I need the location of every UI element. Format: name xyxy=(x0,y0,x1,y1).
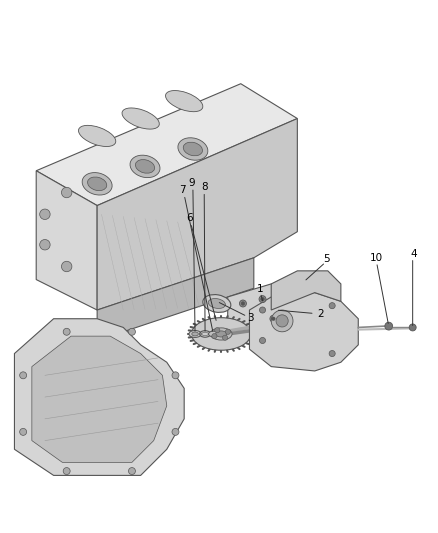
Circle shape xyxy=(40,239,50,250)
Circle shape xyxy=(223,335,228,341)
Circle shape xyxy=(270,315,277,322)
Circle shape xyxy=(409,324,416,331)
Circle shape xyxy=(259,337,265,344)
Text: 10: 10 xyxy=(370,253,383,263)
Ellipse shape xyxy=(210,328,232,340)
Text: 7: 7 xyxy=(179,185,186,195)
Circle shape xyxy=(61,187,72,198)
Circle shape xyxy=(212,334,217,339)
Polygon shape xyxy=(14,319,184,475)
Circle shape xyxy=(172,429,179,435)
Polygon shape xyxy=(97,118,297,310)
Circle shape xyxy=(329,351,335,357)
Text: 2: 2 xyxy=(317,309,324,319)
Polygon shape xyxy=(228,284,280,341)
Ellipse shape xyxy=(183,142,202,156)
Circle shape xyxy=(241,302,245,305)
Ellipse shape xyxy=(166,91,203,112)
Circle shape xyxy=(259,296,266,303)
Ellipse shape xyxy=(78,125,116,147)
Circle shape xyxy=(128,467,135,474)
Circle shape xyxy=(261,297,264,301)
Polygon shape xyxy=(250,293,358,371)
Ellipse shape xyxy=(203,295,231,312)
Polygon shape xyxy=(36,171,97,310)
Text: 1: 1 xyxy=(257,284,264,294)
Ellipse shape xyxy=(191,318,251,350)
Circle shape xyxy=(20,429,27,435)
Polygon shape xyxy=(271,271,341,310)
Circle shape xyxy=(385,322,392,330)
Circle shape xyxy=(259,307,265,313)
Polygon shape xyxy=(32,336,167,462)
Circle shape xyxy=(61,261,72,272)
Circle shape xyxy=(128,328,135,335)
Circle shape xyxy=(215,328,220,333)
Circle shape xyxy=(329,303,335,309)
Text: 3: 3 xyxy=(247,313,254,323)
Text: 5: 5 xyxy=(324,254,330,264)
Circle shape xyxy=(272,317,275,320)
Ellipse shape xyxy=(216,331,226,337)
Ellipse shape xyxy=(208,298,226,309)
Ellipse shape xyxy=(178,138,208,160)
Ellipse shape xyxy=(122,108,159,129)
Text: 8: 8 xyxy=(201,182,208,192)
Circle shape xyxy=(271,310,293,332)
Circle shape xyxy=(40,209,50,220)
Polygon shape xyxy=(97,258,254,341)
Ellipse shape xyxy=(82,173,112,195)
Circle shape xyxy=(225,329,230,334)
Circle shape xyxy=(240,300,247,307)
Polygon shape xyxy=(36,84,297,206)
Circle shape xyxy=(20,372,27,379)
Text: 9: 9 xyxy=(188,178,195,188)
Text: 4: 4 xyxy=(411,249,417,260)
Ellipse shape xyxy=(88,177,107,191)
Ellipse shape xyxy=(189,330,201,337)
Circle shape xyxy=(276,315,288,327)
Circle shape xyxy=(63,467,70,474)
Ellipse shape xyxy=(208,331,218,337)
Ellipse shape xyxy=(130,155,160,177)
Circle shape xyxy=(63,328,70,335)
Ellipse shape xyxy=(192,332,198,336)
Text: 6: 6 xyxy=(187,213,193,223)
Circle shape xyxy=(172,372,179,379)
Ellipse shape xyxy=(135,159,155,173)
